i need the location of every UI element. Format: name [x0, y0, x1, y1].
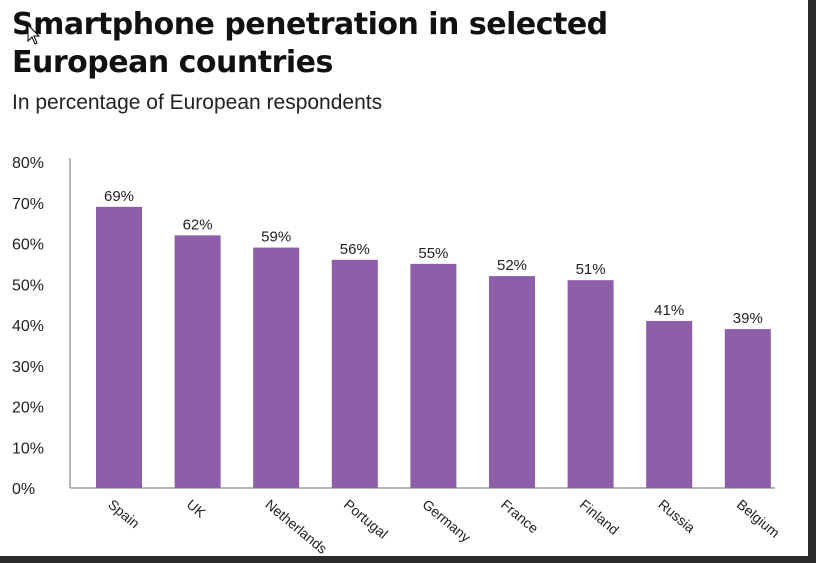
y-tick-label: 50%	[12, 277, 44, 294]
bar-chart: 0% 10% 20% 30% 40% 50% 60% 70% 80% 69% Spain 62% UK 5…	[12, 155, 783, 556]
y-tick-label: 80%	[12, 155, 44, 172]
x-tick-label: Belgium	[734, 496, 783, 541]
y-tick-label: 20%	[12, 400, 44, 417]
chart-title-line-1: Smartphone penetration in selected	[12, 7, 608, 42]
chart-subtitle: In percentage of European respondents	[12, 91, 383, 114]
y-tick-label: 40%	[12, 318, 44, 335]
y-tick-label: 10%	[12, 440, 44, 457]
y-tick-label: 60%	[12, 237, 44, 254]
x-tick-label: Portugal	[341, 496, 391, 542]
bar	[96, 206, 142, 488]
x-tick-label: Finland	[577, 496, 622, 538]
mouse-pointer-icon	[27, 24, 41, 45]
data-label: 51%	[576, 261, 606, 278]
data-label: 56%	[340, 241, 370, 258]
x-tick-label: France	[498, 496, 542, 536]
chart-title: Smartphone penetration in selected Europ…	[12, 6, 608, 82]
data-label: 55%	[418, 245, 448, 262]
data-label: 52%	[497, 257, 527, 274]
data-label: 69%	[104, 188, 134, 205]
bar	[724, 329, 771, 488]
data-label: 39%	[733, 310, 763, 327]
data-label: 41%	[654, 302, 684, 319]
x-tick-label: Germany	[419, 496, 473, 545]
bar	[174, 235, 221, 488]
bar	[567, 280, 614, 488]
y-tick-label: 0%	[12, 481, 35, 498]
y-tick-label: 30%	[12, 359, 44, 376]
bar	[253, 247, 300, 488]
data-label: 62%	[183, 216, 213, 233]
x-tick-label: UK	[184, 496, 210, 521]
chart-title-line-2: European countries	[12, 45, 333, 80]
x-tick-label: Russia	[655, 496, 698, 536]
bar	[646, 320, 693, 488]
x-tick-label: Netherlands	[262, 496, 330, 556]
bar	[331, 259, 378, 488]
chart-frame: Smartphone penetration in selected Europ…	[0, 0, 808, 556]
y-tick-label: 70%	[12, 196, 44, 213]
bar	[489, 276, 535, 488]
x-tick-label: Spain	[105, 496, 143, 531]
bar	[410, 263, 457, 488]
data-label: 59%	[261, 229, 291, 246]
